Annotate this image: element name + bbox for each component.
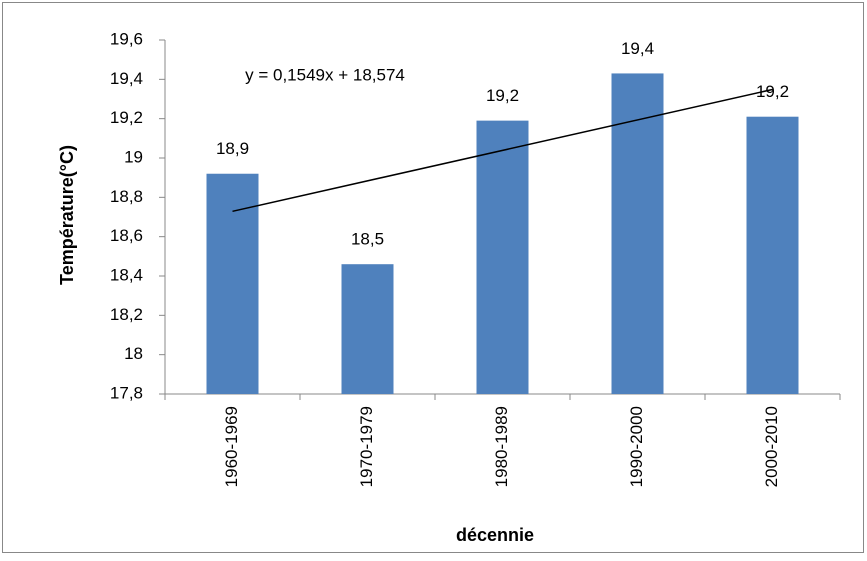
bar xyxy=(611,73,664,394)
x-tick-label: 1970-1979 xyxy=(357,406,376,487)
bar xyxy=(341,264,394,394)
y-tick-label: 19,6 xyxy=(110,29,143,48)
trendline-equation: y = 0,1549x + 18,574 xyxy=(245,65,405,84)
chart-border xyxy=(2,2,864,553)
y-tick-label: 18,2 xyxy=(110,305,143,324)
y-tick-label: 19,4 xyxy=(110,69,143,88)
bar xyxy=(746,116,799,394)
bar xyxy=(206,173,259,394)
data-label: 19,4 xyxy=(621,39,654,58)
y-tick-label: 19 xyxy=(124,147,143,166)
data-label: 19,2 xyxy=(486,86,519,105)
y-axis-title: Température(°C) xyxy=(57,145,77,285)
x-tick-label: 2000-2010 xyxy=(762,406,781,487)
y-tick-label: 19,2 xyxy=(110,108,143,127)
y-tick-label: 18,4 xyxy=(110,265,143,284)
data-label: 18,5 xyxy=(351,230,384,249)
bar xyxy=(476,120,529,394)
x-tick-label: 1980-1989 xyxy=(492,406,511,487)
data-label: 18,9 xyxy=(216,139,249,158)
trendline xyxy=(232,88,773,213)
y-tick-label: 17,8 xyxy=(110,383,143,402)
x-tick-label: 1960-1969 xyxy=(222,406,241,487)
y-tick-label: 18 xyxy=(124,344,143,363)
x-axis-title: décennie xyxy=(456,525,534,545)
y-tick-label: 18,6 xyxy=(110,226,143,245)
x-tick-label: 1990-2000 xyxy=(627,406,646,487)
data-label: 19,2 xyxy=(756,82,789,101)
y-tick-label: 18,8 xyxy=(110,187,143,206)
